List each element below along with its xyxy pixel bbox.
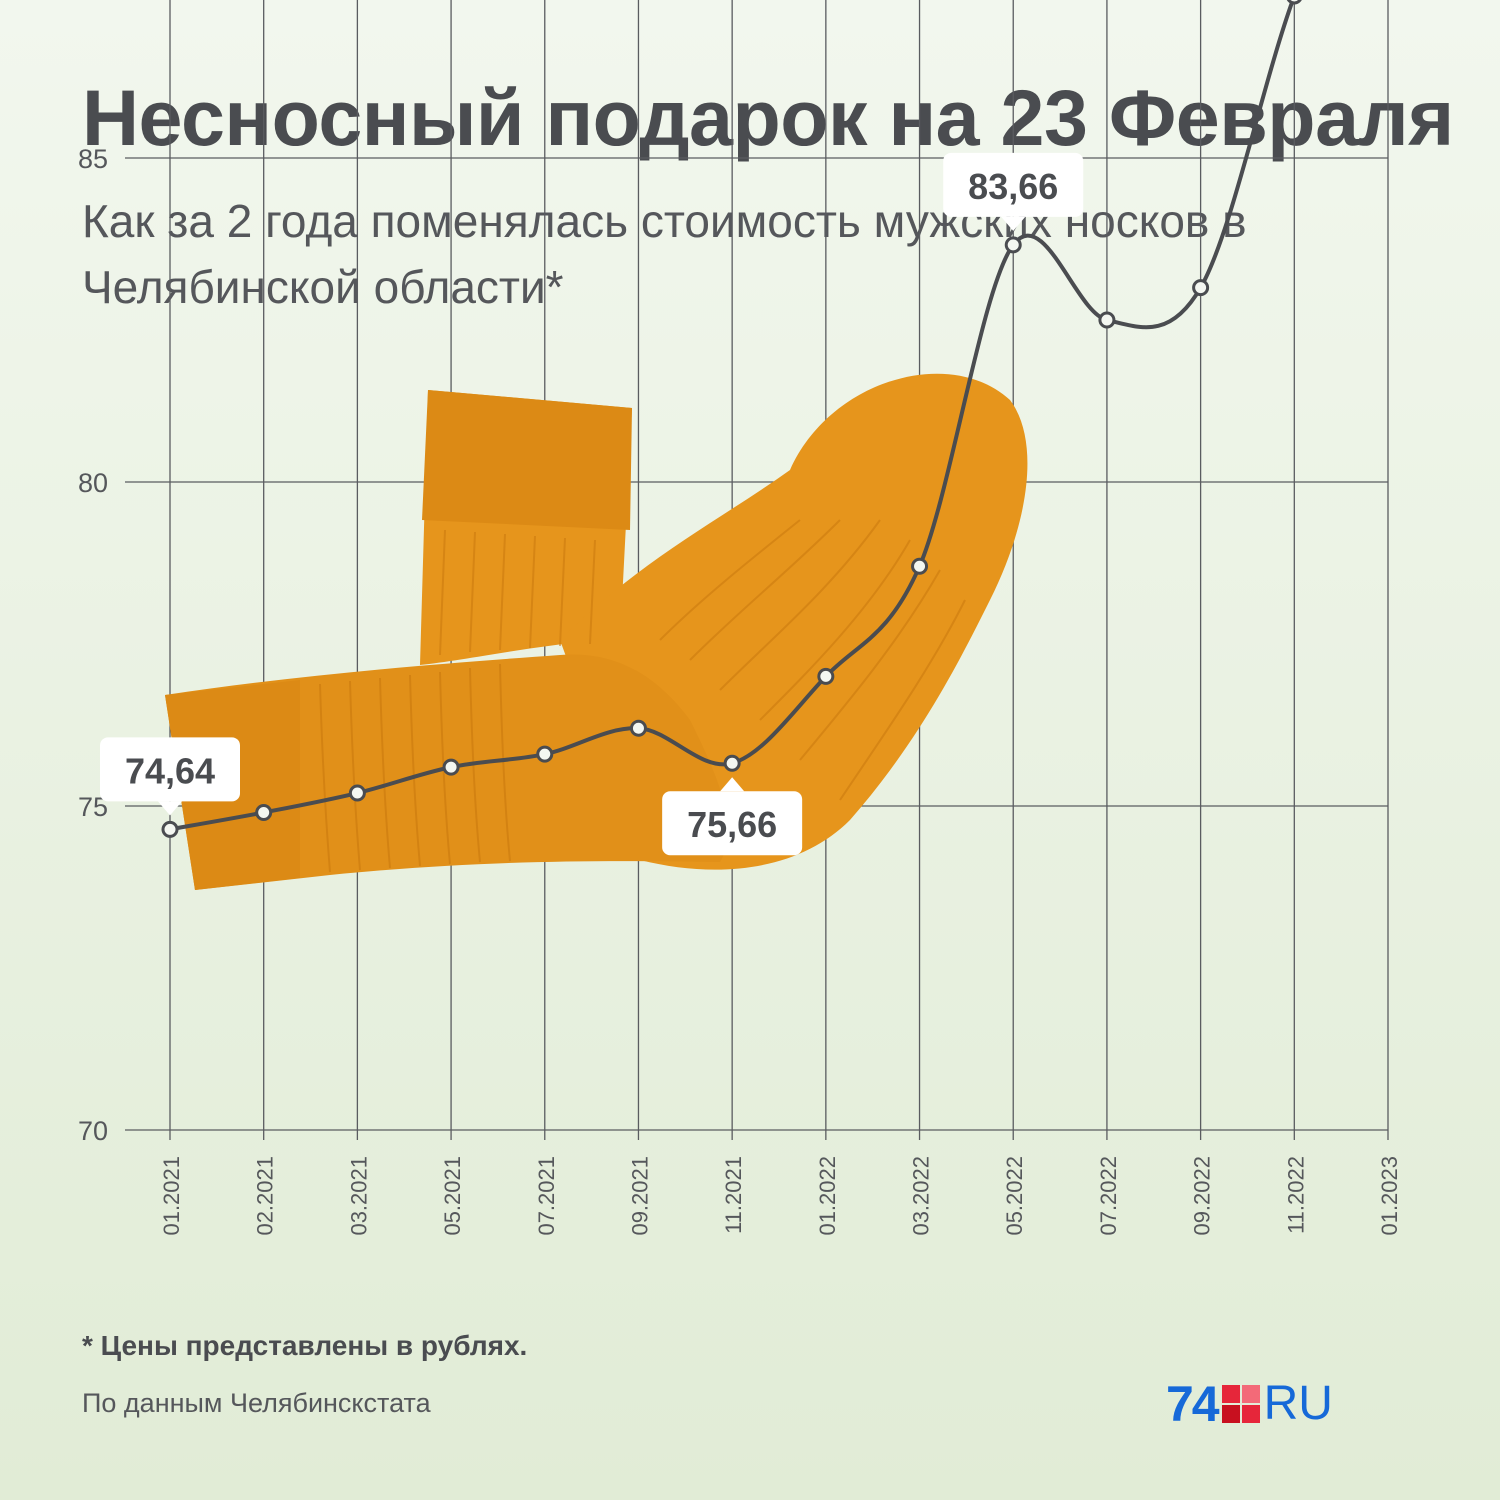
svg-text:83,66: 83,66	[968, 166, 1058, 207]
chart-title: Несносный подарок на 23 Февраля	[82, 73, 1454, 162]
data-point	[348, 784, 366, 802]
x-tick-label: 07.2022	[1096, 1156, 1121, 1236]
orange-sock-image	[165, 373, 1028, 890]
data-point	[1098, 311, 1116, 329]
data-label: 83,66	[943, 152, 1084, 231]
x-tick-label: 11.2021	[721, 1156, 746, 1234]
brand-logo[interactable]: 74 RU	[1166, 1376, 1333, 1432]
x-tick-label: 01.2023	[1377, 1156, 1402, 1236]
data-label: 75,66	[662, 777, 803, 856]
data-point	[629, 719, 647, 737]
source-note: По данным Челябинскстата	[82, 1388, 431, 1418]
logo-square-icon	[1221, 1385, 1260, 1423]
x-tick-label: 05.2021	[440, 1156, 465, 1236]
data-point	[723, 754, 741, 772]
x-tick-label: 11.2022	[1283, 1156, 1308, 1234]
x-tick-label: 02.2021	[253, 1156, 278, 1236]
data-point	[442, 758, 460, 776]
series-line	[169, 0, 1296, 832]
x-tick-label: 03.2021	[346, 1156, 371, 1236]
data-point	[911, 557, 929, 575]
x-tick-label: 07.2021	[534, 1156, 559, 1236]
x-tick-label: 05.2022	[1002, 1156, 1027, 1236]
x-tick-label: 09.2022	[1190, 1156, 1215, 1236]
data-point	[161, 820, 179, 838]
footnote: * Цены представлены в рублях.	[82, 1330, 528, 1361]
data-point	[1004, 236, 1022, 254]
data-point	[1286, 0, 1302, 5]
data-points	[161, 0, 1302, 838]
y-tick-label: 85	[78, 144, 108, 174]
data-point	[255, 803, 273, 821]
x-tick-label: 01.2021	[159, 1156, 184, 1236]
svg-text:75,66: 75,66	[687, 804, 777, 845]
chart-axes: 707580859001.202102.202103.202105.202107…	[78, 144, 1402, 1236]
data-label: 74,64	[100, 737, 240, 816]
data-point	[1192, 279, 1210, 297]
data-point	[536, 745, 554, 763]
data-point	[817, 667, 835, 685]
x-tick-label: 01.2022	[815, 1156, 840, 1236]
x-tick-label: 09.2021	[627, 1156, 652, 1236]
logo-suffix: RU	[1263, 1377, 1333, 1430]
svg-text:74,64: 74,64	[125, 750, 215, 791]
x-tick-label: 03.2022	[909, 1156, 934, 1236]
y-tick-label: 80	[78, 468, 108, 498]
y-tick-label: 70	[78, 1116, 108, 1146]
logo-number: 74	[1166, 1376, 1220, 1432]
